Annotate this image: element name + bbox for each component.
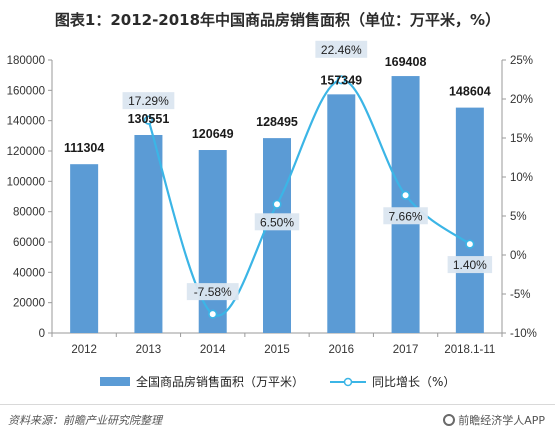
footer-divider: [0, 404, 555, 405]
brand-name: 前瞻经济学人APP: [458, 414, 545, 427]
bar-value-label: 130551: [128, 112, 170, 126]
y-right-tick-label: -5%: [510, 289, 530, 301]
legend: 全国商品房销售面积（万平米） 同比增长（%）: [0, 373, 555, 393]
y-left-tick-label: 0: [39, 328, 45, 340]
x-tick-label: 2018.1-11: [444, 344, 495, 356]
x-tick-label: 2012: [71, 344, 97, 356]
legend-line-swatch: [330, 377, 366, 386]
y-left-tick-label: 40000: [13, 267, 45, 279]
brand-credit: 前瞻经济学人APP: [443, 412, 545, 428]
y-right-tick-label: 15%: [510, 133, 533, 145]
growth-point: [143, 115, 154, 125]
growth-label: 17.29%: [128, 94, 169, 108]
y-left-tick-label: 80000: [13, 207, 45, 219]
x-tick-label: 2017: [393, 344, 419, 356]
growth-point: [272, 199, 282, 209]
growth-point: [336, 75, 346, 85]
growth-line: [147, 78, 471, 317]
bar: [70, 164, 99, 333]
bar: [391, 76, 420, 333]
source-note: 资料来源：前瞻产业研究院整理: [8, 414, 162, 427]
bar: [327, 94, 356, 333]
y-left-tick-label: 180000: [7, 55, 45, 67]
bar-value-label: 157349: [320, 73, 362, 87]
growth-label-box: [315, 40, 368, 58]
bar-value-label: 111304: [64, 141, 104, 155]
chart-title: 图表1：2012-2018年中国商品房销售面积（单位：万平米，%）: [54, 11, 501, 29]
brand-logo-icon: [443, 414, 456, 426]
growth-label-box: [122, 92, 175, 110]
legend-label-line: 同比增长（%）: [372, 375, 456, 389]
growth-point: [465, 239, 475, 249]
y-right-tick-label: 5%: [510, 211, 527, 223]
bar: [198, 150, 227, 333]
growth-label: 1.40%: [453, 258, 487, 272]
growth-point: [208, 309, 218, 319]
growth-label-box: [383, 207, 428, 225]
bar-value-label: 169408: [385, 55, 427, 69]
growth-label: 7.66%: [389, 209, 423, 223]
y-right-tick-label: 0%: [510, 250, 527, 262]
growth-label: -7.58%: [194, 285, 232, 299]
y-left-tick-label: 60000: [13, 237, 45, 249]
y-left-tick-label: 20000: [13, 298, 45, 310]
growth-label-box: [186, 283, 239, 301]
growth-label-box: [447, 256, 493, 274]
growth-point: [400, 190, 411, 200]
bar: [134, 134, 163, 333]
x-tick-label: 2014: [200, 344, 226, 356]
y-right-tick-label: 10%: [510, 172, 533, 184]
legend-label-bar: 全国商品房销售面积（万平米）: [136, 375, 305, 389]
legend-bar-swatch: [100, 377, 130, 386]
bar: [263, 138, 291, 333]
growth-label: 22.46%: [321, 43, 362, 57]
growth-label-box: [254, 213, 300, 231]
y-right-tick-label: 20%: [510, 94, 533, 106]
y-left-tick-label: 100000: [7, 176, 45, 188]
y-left-tick-label: 160000: [7, 85, 45, 97]
bar-value-label: 128495: [256, 115, 298, 129]
y-right-tick-label: -10%: [510, 328, 537, 340]
x-tick-label: 2016: [328, 344, 354, 356]
bar-value-label: 120649: [192, 127, 234, 141]
y-left-tick-label: 140000: [7, 116, 45, 128]
x-tick-label: 2013: [136, 344, 162, 356]
legend-item-bar: 全国商品房销售面积（万平米）: [100, 373, 304, 390]
growth-label: 6.50%: [260, 215, 294, 229]
legend-item-line: 同比增长（%）: [330, 373, 455, 390]
y-left-tick-label: 120000: [7, 146, 45, 158]
x-tick-label: 2015: [264, 344, 290, 356]
bar-value-label: 148604: [449, 85, 491, 99]
y-right-tick-label: 25%: [510, 55, 533, 67]
bar: [455, 107, 484, 333]
